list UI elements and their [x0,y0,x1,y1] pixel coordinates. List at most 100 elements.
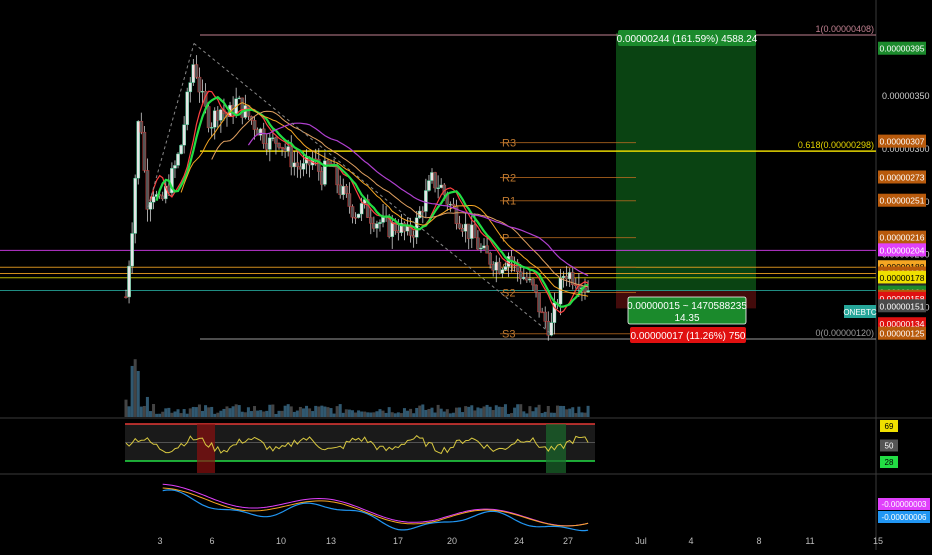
price-label: 0.00000178 [878,270,926,284]
volume-bar [445,409,449,417]
volume-bar [531,411,535,417]
volume-bar [559,405,563,417]
volume-bar [188,408,192,417]
volume-bar [393,413,397,417]
volume-bar [488,406,492,417]
volume-bar [415,407,419,417]
candle-body [188,82,193,93]
volume-bar [555,405,559,417]
volume-bar [311,411,315,417]
candle-body [518,271,523,280]
volume-bar [522,411,526,417]
candle-body [359,203,364,215]
volume-bar [436,404,440,417]
price-label-text: 0.00000216 [880,233,925,243]
volume-bar [148,411,152,417]
candle-body [479,247,483,250]
fib-label: 0.618(0.00000298) [798,140,874,150]
candle-body [280,147,284,149]
pivot-label: P [502,233,509,245]
candle-body [451,203,456,207]
volume-bar [341,412,345,417]
volume-bar [133,359,137,417]
candle-body [561,275,566,278]
x-tick: 27 [563,536,573,546]
volume-bar [249,411,253,417]
volume-bar [583,412,587,417]
candle-body [436,187,440,189]
volume-bar [289,406,293,417]
volume-bar [204,405,208,417]
entry-label-line2: 14.35 [674,313,699,324]
volume-bar [378,409,382,417]
candle-body [427,180,431,191]
symbol-tag: ONEBTC [843,305,877,318]
candle-body [469,224,474,239]
x-tick: 4 [688,536,693,546]
candle-body [463,223,468,232]
volume-bar [454,407,458,417]
volume-bar [402,408,406,417]
price-label-text: 0.00000251 [880,196,925,206]
candle-body [197,76,202,93]
volume-bar [173,411,177,417]
volume-bar [145,396,149,417]
candle-body [182,124,186,146]
volume-bar [216,412,220,417]
volume-bar [332,413,336,417]
candle-body [558,277,563,305]
volume-bar [210,406,214,417]
volume-bar [409,408,413,417]
candle-body [439,184,443,188]
price-label: 0.00000151 [878,299,926,313]
volume-bar [182,409,186,417]
volume-bar [280,410,284,417]
volume-bar [360,411,364,417]
rsi-level-text: 28 [885,458,894,467]
price-tick: 0.00000300 [882,144,930,154]
rsi-overbought-zone [197,424,215,473]
volume-bar [476,407,480,417]
candle-body [326,160,330,164]
ma-green [155,95,589,308]
candle-body [396,230,401,233]
candle-body [424,190,428,212]
volume-bar [543,411,547,417]
volume-bar [262,411,266,417]
volume-bar [256,410,260,417]
volume-bar [225,406,229,417]
volume-bar [525,413,529,417]
volume-bar [347,409,351,417]
volume-bar [467,406,471,417]
volume-bar [344,409,348,417]
volume-bars [124,359,590,417]
candle-body [528,278,532,281]
volume-bar [152,404,156,417]
candle-body [583,287,587,292]
price-tick: 0.00000350 [882,91,930,101]
candle-body [567,272,572,280]
candle-body [209,127,214,129]
candle-body [457,223,462,229]
price-label: 0.00000251 [878,193,926,207]
price-label: 0.00000216 [878,230,926,244]
volume-bar [283,405,287,417]
rsi-level-label: 28 [880,456,898,468]
stop-label: 0.00000017 (11.26%) 750 [631,331,746,342]
volume-bar [580,412,584,417]
candle-body [145,170,150,210]
volume-bar [335,406,339,417]
volume-bar [213,413,217,417]
candle-body [206,106,211,129]
x-tick: Jul [635,536,647,546]
volume-bar [155,413,159,417]
candle-body [200,91,205,93]
macd-line-orange [162,487,589,527]
candle-body [369,217,373,224]
volume-bar [237,405,241,417]
volume-bar [286,404,290,417]
candle-body [503,266,508,270]
x-tick: 3 [157,536,162,546]
volume-bar [500,406,504,417]
